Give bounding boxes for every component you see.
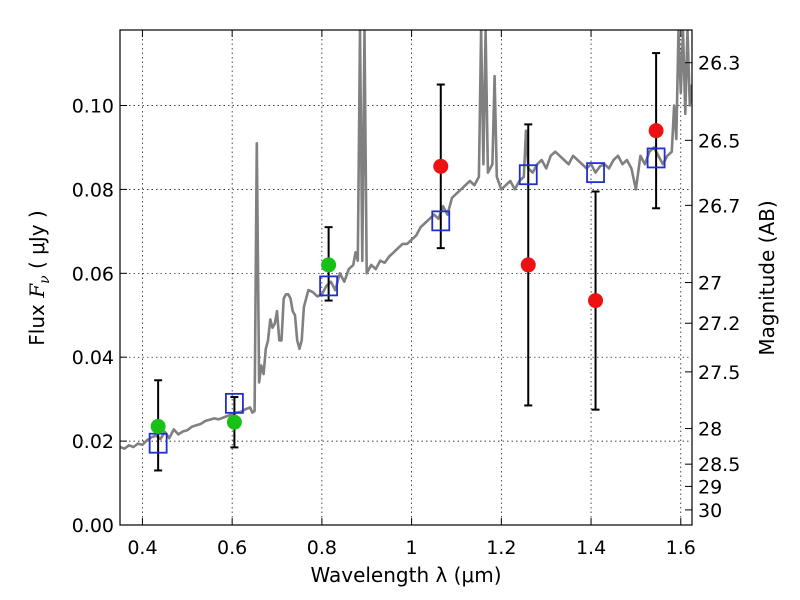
y2-tick-label: 27 <box>698 273 722 295</box>
spectrum-line <box>120 30 692 450</box>
x-tick-label: 0.6 <box>217 537 247 559</box>
y-tick-label: 0.06 <box>72 263 114 285</box>
model-square-marker <box>224 392 244 414</box>
y2-tick-label: 28.5 <box>698 454 740 476</box>
y-tick-label: 0.04 <box>72 347 114 369</box>
x-axis-label: Wavelength λ (μm) <box>310 563 501 587</box>
y2-tick-label: 28 <box>698 419 722 441</box>
y2-tick-label: 30 <box>698 500 722 522</box>
model-square-marker <box>646 147 666 169</box>
plot-background <box>120 30 692 525</box>
model-square-marker <box>586 162 605 184</box>
x-tick-label: 1.2 <box>486 537 516 559</box>
y2-tick-label: 27.2 <box>698 313 740 335</box>
y-axis-label: Flux Fν ( μJy ) <box>25 210 53 345</box>
markers <box>148 123 666 454</box>
x-tick-label: 0.8 <box>307 537 337 559</box>
plot-frame <box>119 29 693 526</box>
green-data-point <box>321 257 337 273</box>
y-tick-label: 0.00 <box>72 515 114 537</box>
red-data-point <box>520 257 536 273</box>
model-square-marker <box>319 275 339 297</box>
y2-tick-label: 29 <box>698 476 722 498</box>
green-data-point <box>150 418 166 434</box>
green-data-point <box>226 414 242 430</box>
x-tick-label: 1.6 <box>666 537 696 559</box>
y-tick-label: 0.08 <box>72 179 114 201</box>
y-tick-label: 0.02 <box>72 431 114 453</box>
plot-area <box>120 30 692 472</box>
y2-axis-label: Magnitude (AB) <box>755 200 779 355</box>
x-tick-label: 1.4 <box>576 537 606 559</box>
ticks <box>120 30 692 526</box>
red-data-point <box>588 293 604 309</box>
model-square-marker <box>431 210 451 232</box>
red-data-point <box>433 158 449 174</box>
model-square-marker <box>518 164 538 186</box>
y2-tick-label: 26.7 <box>698 195 740 217</box>
x-tick-label: 1 <box>406 537 418 559</box>
grid <box>120 30 692 525</box>
y2-tick-label: 26.5 <box>698 130 740 152</box>
red-data-point <box>648 123 664 139</box>
y2-tick-label: 26.3 <box>698 53 740 75</box>
tick-labels: 0.4 0.6 0.8 1 1.2 1.4 1.6 0.00 0.02 0.04 0.06 0.08 0… <box>72 53 741 559</box>
x-tick-label: 0.4 <box>127 537 157 559</box>
y-tick-label: 0.10 <box>72 96 114 118</box>
y2-tick-label: 27.5 <box>698 362 740 384</box>
